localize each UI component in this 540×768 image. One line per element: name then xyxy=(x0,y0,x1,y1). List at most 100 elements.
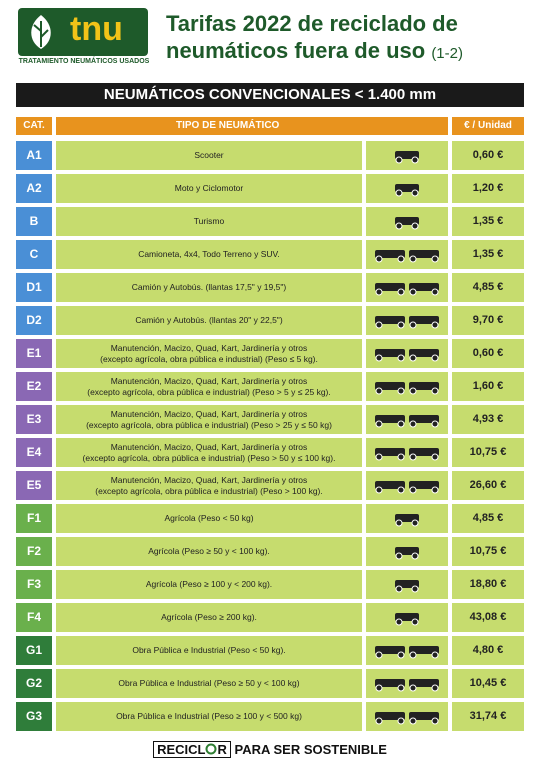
icon-part xyxy=(411,585,419,592)
price-cell: 31,74 € xyxy=(452,702,524,731)
icon-part xyxy=(409,414,439,423)
icon-part xyxy=(397,453,405,460)
vehicle-icon xyxy=(375,711,439,724)
title: Tarifas 2022 de reciclado de neumáticos … xyxy=(166,10,463,67)
title-text: neumáticos fuera de uso xyxy=(166,38,426,63)
description-cell: Camión y Autobús. (llantas 17,5" y 19,5"… xyxy=(56,273,362,302)
icon-part xyxy=(431,684,439,691)
description-line: Agrícola (Peso ≥ 100 y < 200 kg). xyxy=(145,579,273,589)
logo-leaf xyxy=(31,15,51,49)
icon-part xyxy=(395,579,419,588)
icon-part xyxy=(409,711,439,720)
vehicle-icon xyxy=(375,447,439,460)
description-cell: Camión y Autobús. (llantas 20" y 22,5") xyxy=(56,306,362,335)
icon-part xyxy=(395,150,419,159)
description-line: Agrícola (Peso ≥ 200 kg). xyxy=(161,612,257,622)
icon-part xyxy=(375,348,405,357)
category-cell: E4 xyxy=(16,438,52,467)
icon-part xyxy=(397,486,405,493)
category-cell: E1 xyxy=(16,339,52,368)
description-cell: Moto y Ciclomotor xyxy=(56,174,362,203)
brand-start: RECICL xyxy=(157,742,206,757)
brand-end: R xyxy=(217,742,227,757)
description-cell: Manutención, Macizo, Quad, Kart, Jardine… xyxy=(56,471,362,500)
price-cell: 1,20 € xyxy=(452,174,524,203)
category-cell: A2 xyxy=(16,174,52,203)
description-cell: Agrícola (Peso ≥ 200 kg). xyxy=(56,603,362,632)
column-header-text: TIPO DE NEUMÁTICO xyxy=(176,120,280,131)
icon-part xyxy=(409,387,417,394)
price-cell: 9,70 € xyxy=(452,306,524,335)
icon-part xyxy=(395,612,419,621)
description-cell: Obra Pública e Industrial (Peso ≥ 100 y … xyxy=(56,702,362,731)
icon-part xyxy=(395,585,403,592)
icon-cell xyxy=(366,702,448,731)
icon-part xyxy=(409,684,417,691)
description-cell: Obra Pública e Industrial (Peso ≥ 50 y <… xyxy=(56,669,362,698)
icon-cell xyxy=(366,339,448,368)
description-line: Camión y Autobús. (llantas 20" y 22,5") xyxy=(135,315,283,325)
description-line: (excepto agrícola, obra pública e indust… xyxy=(100,353,318,364)
title-part: (1-2) xyxy=(431,45,463,62)
price-cell: 18,80 € xyxy=(452,570,524,599)
icon-cell xyxy=(366,405,448,434)
description-cell: Agrícola (Peso ≥ 100 y < 200 kg). xyxy=(56,570,362,599)
icon-part xyxy=(375,381,405,390)
icon-part xyxy=(431,354,439,361)
description-cell: Agrícola (Peso < 50 kg) xyxy=(56,504,362,533)
category-cell: F2 xyxy=(16,537,52,566)
icon-part xyxy=(395,222,403,229)
icon-cell xyxy=(366,570,448,599)
vehicle-icon xyxy=(375,249,439,262)
description-cell: Manutención, Macizo, Quad, Kart, Jardine… xyxy=(56,339,362,368)
description-line: Turismo xyxy=(193,216,225,226)
icon-part xyxy=(409,381,439,390)
price-cell: 26,60 € xyxy=(452,471,524,500)
icon-part xyxy=(395,156,403,163)
logo: tnu xyxy=(18,8,148,56)
price-cell: 4,80 € xyxy=(452,636,524,665)
vehicle-icon xyxy=(395,612,419,625)
vehicle-icon xyxy=(375,282,439,295)
logo-text: tnu xyxy=(70,10,123,48)
vehicle-icon xyxy=(375,348,439,361)
icon-part xyxy=(375,480,405,489)
icon-cell xyxy=(366,636,448,665)
icon-part xyxy=(375,651,383,658)
icon-part xyxy=(397,354,405,361)
description-line: (excepto agrícola, obra pública e indust… xyxy=(86,419,332,430)
description-cell: Scooter xyxy=(56,141,362,170)
category-cell: C xyxy=(16,240,52,269)
icon-part xyxy=(409,315,439,324)
description-line: Agrícola (Peso ≥ 50 y < 100 kg). xyxy=(148,546,270,556)
icon-part xyxy=(431,321,439,328)
description-line: Obra Pública e Industrial (Peso ≥ 50 y <… xyxy=(118,678,300,688)
icon-part xyxy=(409,645,439,654)
icon-cell xyxy=(366,438,448,467)
price-cell: 1,35 € xyxy=(452,240,524,269)
icon-part xyxy=(375,420,383,427)
icon-part xyxy=(409,288,417,295)
icon-part xyxy=(409,282,439,291)
description-cell: Camioneta, 4x4, Todo Terreno y SUV. xyxy=(56,240,362,269)
icon-part xyxy=(395,552,403,559)
category-cell: A1 xyxy=(16,141,52,170)
banner: NEUMÁTICOS CONVENCIONALES < 1.400 mm xyxy=(16,83,524,107)
icon-part xyxy=(409,249,439,258)
description-cell: Turismo xyxy=(56,207,362,236)
icon-cell xyxy=(366,306,448,335)
icon-cell xyxy=(366,207,448,236)
icon-cell xyxy=(366,372,448,401)
column-header: TIPO DE NEUMÁTICO xyxy=(56,117,448,135)
price-cell: 10,75 € xyxy=(452,438,524,467)
icon-part xyxy=(409,348,439,357)
title-line: neumáticos fuera de uso (1-2) xyxy=(166,37,463,67)
icon-part xyxy=(375,354,383,361)
price-cell: 4,85 € xyxy=(452,273,524,302)
description-line: Moto y Ciclomotor xyxy=(174,183,244,193)
category-cell: G1 xyxy=(16,636,52,665)
price-cell: 10,75 € xyxy=(452,537,524,566)
vehicle-icon xyxy=(395,183,419,196)
footer-slogan: PARA SER SOSTENIBLE xyxy=(234,742,387,757)
icon-part xyxy=(375,414,405,423)
